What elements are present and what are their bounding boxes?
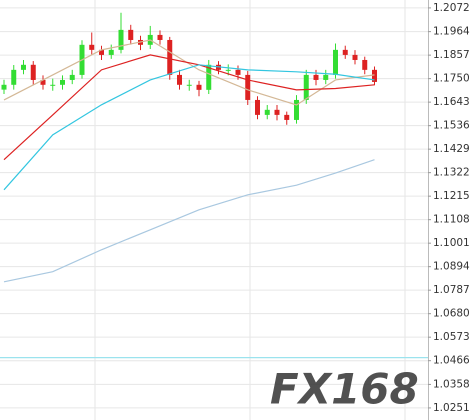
y-tick-label: 1.1536	[433, 120, 470, 132]
candle-body	[255, 99, 260, 115]
moving-average-line	[3, 64, 375, 191]
candle-body	[118, 29, 124, 50]
candle-body	[245, 74, 251, 100]
candle-body	[40, 79, 46, 85]
candle-body	[372, 69, 377, 82]
candle-body	[167, 39, 173, 75]
candle-body	[11, 69, 17, 85]
candle-body	[99, 49, 104, 55]
y-tick-label: 1.1643	[433, 96, 470, 108]
candle-body	[352, 54, 358, 60]
candle-body	[186, 84, 192, 86]
y-tick-label: 1.1215	[433, 190, 470, 202]
y-tick-label: 1.0466	[433, 355, 470, 367]
candle-body	[362, 59, 368, 70]
candle-body	[177, 74, 182, 85]
candle-body	[30, 64, 36, 80]
y-tick-label: 1.0787	[433, 284, 470, 296]
candle-body	[1, 84, 7, 90]
candle-body	[196, 84, 202, 90]
y-tick-label: 1.1429	[433, 143, 470, 155]
y-tick-label: 1.1964	[433, 26, 470, 38]
candle-body	[206, 64, 212, 90]
moving-average-line	[3, 54, 375, 161]
candle-body	[284, 114, 290, 120]
y-tick-label: 1.1857	[433, 49, 470, 61]
candle-body	[60, 79, 65, 85]
y-tick-label: 1.1322	[433, 167, 470, 179]
y-tick-label: 1.1108	[433, 214, 470, 226]
candle-body	[108, 49, 114, 55]
y-tick-label: 1.1001	[433, 237, 470, 249]
candle-body	[323, 74, 329, 80]
candle-body	[333, 49, 338, 75]
watermark: FX168	[270, 365, 419, 414]
candle-body	[128, 29, 134, 40]
y-tick-label: 1.2072	[433, 2, 470, 14]
candle-body	[50, 84, 56, 86]
y-tick-label: 1.0680	[433, 308, 470, 320]
candle-body	[157, 34, 163, 40]
candle-body	[21, 64, 26, 70]
candle-body	[313, 74, 319, 80]
candle-body	[303, 74, 309, 100]
candle-body	[89, 44, 95, 50]
candle-body	[69, 74, 75, 80]
candle-body	[235, 69, 241, 75]
moving-average-line	[3, 39, 375, 106]
y-tick-label: 1.1750	[433, 73, 470, 85]
y-tick-label: 1.0358	[433, 378, 470, 390]
candle-body	[264, 109, 270, 115]
moving-average-line	[3, 159, 375, 283]
y-tick-label: 1.0251	[433, 402, 470, 414]
candle-body	[274, 109, 280, 115]
candle-body	[225, 69, 231, 71]
y-tick-label: 1.0573	[433, 331, 470, 343]
candle-body	[294, 99, 299, 120]
y-tick-label: 1.0894	[433, 261, 470, 273]
candle-body	[342, 49, 348, 55]
